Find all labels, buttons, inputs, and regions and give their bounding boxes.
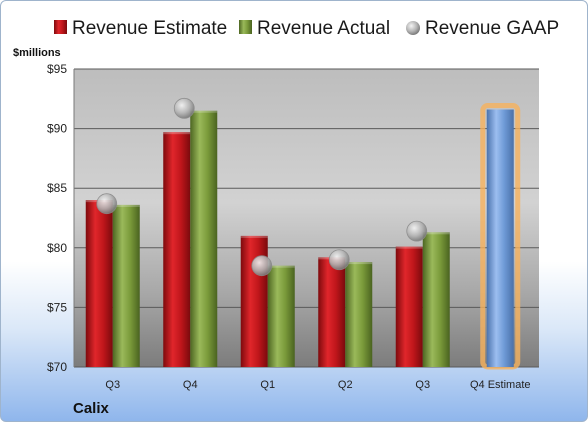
y-tick-label: $75: [47, 300, 67, 314]
legend-gaap-label: Revenue GAAP: [425, 18, 559, 39]
estimate-bar: [318, 257, 346, 367]
legend: Revenue Estimate Revenue Actual Revenue …: [54, 18, 559, 39]
y-axis-label: $millions: [13, 47, 61, 59]
actual-bar-highlight: [345, 262, 373, 265]
gaap-marker: [328, 249, 350, 271]
actual-bar-highlight: [422, 232, 450, 235]
estimate-bar-highlight: [163, 132, 191, 135]
company-name: Calix: [73, 400, 110, 417]
x-tick-label: Q4: [183, 379, 198, 391]
gridlines: [73, 68, 539, 368]
x-tick-label: Q2: [338, 379, 353, 391]
actual-bar: [422, 232, 450, 367]
x-tick-label: Q4 Estimate: [470, 379, 531, 391]
gaap-markers: [96, 97, 428, 277]
gaap-marker: [96, 193, 118, 215]
y-tick-label: $80: [47, 241, 67, 255]
legend-actual-label: Revenue Actual: [257, 18, 390, 39]
actual-bar-highlight: [112, 204, 140, 207]
q4-estimate-bar: [486, 109, 514, 367]
legend-actual-swatch: [239, 20, 252, 34]
legend-estimate-label: Revenue Estimate: [72, 18, 227, 39]
x-tick-label: Q3: [105, 379, 120, 391]
actual-bar: [267, 265, 295, 367]
legend-estimate-swatch: [54, 20, 67, 34]
actual-bar: [112, 204, 140, 367]
estimate-bar: [395, 246, 423, 367]
actual-bar: [190, 110, 218, 367]
gaap-marker: [251, 255, 273, 277]
y-tick-label: $95: [47, 62, 67, 76]
estimate-bar: [163, 132, 191, 367]
x-tick-label: Q1: [260, 379, 275, 391]
estimate-bar-highlight: [395, 246, 423, 249]
actual-bar: [345, 262, 373, 367]
estimate-bar: [85, 200, 113, 367]
plot-area: [74, 69, 539, 367]
legend-gaap-swatch: [406, 21, 420, 35]
gaap-marker: [406, 220, 428, 242]
y-tick-label: $90: [47, 122, 67, 136]
gaap-marker: [173, 97, 195, 119]
estimate-bar-highlight: [240, 235, 268, 238]
actual-bar-highlight: [267, 265, 295, 268]
y-tick-label: $85: [47, 181, 67, 195]
y-ticks: $70 $75 $80 $85 $90 $95: [47, 62, 67, 374]
bars: [85, 103, 521, 370]
x-tick-label: Q3: [415, 379, 430, 391]
y-tick-label: $70: [47, 360, 67, 374]
x-ticks: Q3 Q4 Q1 Q2 Q3 Q4 Estimate: [105, 379, 530, 391]
actual-bar-highlight: [190, 110, 218, 113]
